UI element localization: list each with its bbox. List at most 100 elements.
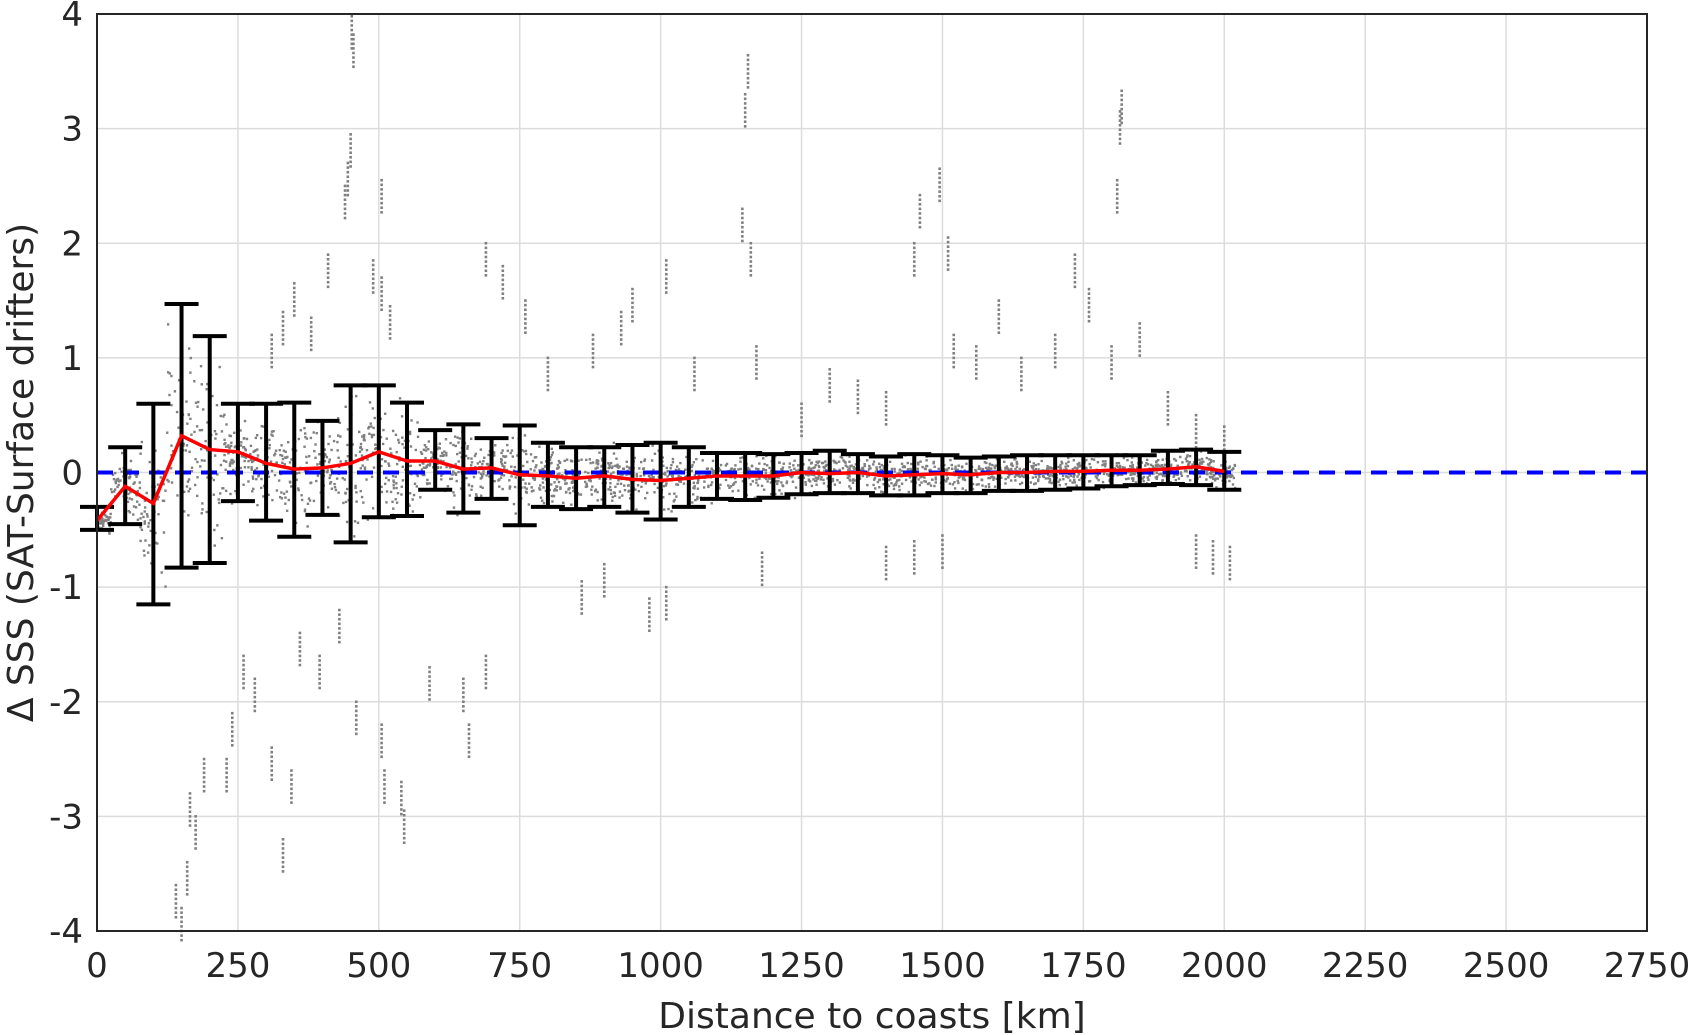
scatter-point [553,489,556,492]
outlier-point [326,271,330,275]
outlier-point [484,246,488,250]
scatter-point [283,463,286,466]
scatter-point [824,460,827,463]
scatter-point [325,455,328,459]
y-axis-label: Δ SSS (SAT-Surface drifters) [1,223,42,722]
scatter-point [890,482,893,485]
outlier-point [1228,545,1232,549]
scatter-point [873,476,877,480]
scatter-point [475,495,478,498]
scatter-point [1122,456,1126,460]
scatter-point [459,487,463,490]
scatter-point [753,496,757,500]
outlier-point [918,207,922,211]
plot-frame [96,13,1648,932]
scatter-point [979,467,982,470]
outlier-point [524,317,527,321]
outlier-point [619,342,623,346]
scatter-point [612,452,616,455]
scatter-point [418,463,422,467]
scatter-point [961,477,965,481]
scatter-point [140,512,143,515]
scatter-point [1157,458,1160,462]
outlier-point [1020,361,1023,364]
outlier-point [318,677,321,681]
outlier-point [1138,326,1142,330]
scatter-point [764,476,767,479]
outlier-point [388,314,392,317]
scatter-point [1060,462,1064,465]
scatter-point [342,501,345,505]
scatter-point [305,455,308,459]
scatter-point [470,464,473,467]
outlier-point [828,368,832,371]
scatter-point [1179,455,1182,459]
outlier-point [188,792,192,795]
scatter-point [103,514,107,517]
scatter-point [991,463,994,467]
outlier-point [974,377,978,380]
scatter-point [549,462,552,465]
scatter-point [1216,477,1219,480]
outlier-point [1228,564,1232,567]
scatter-point [1059,466,1062,469]
scatter-point [231,462,234,465]
scatter-point [1187,463,1190,466]
outlier-point [349,151,352,154]
scatter-point [848,475,851,478]
scatter-point [1142,475,1146,479]
scatter-point [270,430,274,433]
scatter-point [963,478,967,482]
outlier-point [1115,197,1119,200]
scatter-point [1073,466,1077,469]
outlier-point [383,782,386,786]
outlier-point [349,133,352,136]
scatter-point [1067,476,1070,479]
scatter-point [204,439,207,443]
scatter-point [303,508,307,511]
scatter-point [628,467,632,470]
scatter-point [634,488,637,491]
scatter-point [917,461,920,464]
scatter-point [618,496,621,499]
scatter-point [1103,464,1107,468]
x-tick-label: 2500 [1463,946,1550,986]
outlier-point [602,567,606,571]
outlier-point [281,860,285,864]
scatter-point [1040,459,1043,463]
scatter-point [126,500,130,504]
scatter-point [481,486,484,490]
outlier-point [693,361,696,364]
outlier-point [1110,363,1113,367]
scatter-point [882,467,886,470]
scatter-point [493,479,496,483]
scatter-point [420,468,424,471]
outlier-point [619,338,623,341]
scatter-point [593,489,597,493]
outlier-point [253,705,257,708]
outlier-point [1228,550,1232,553]
outlier-point [912,562,916,566]
scatter-point [1186,459,1189,463]
scatter-point [945,469,949,472]
outlier-point [997,308,1001,312]
scatter-point [387,478,390,482]
scatter-point [513,465,517,469]
scatter-point [256,454,260,457]
outlier-point [591,338,595,341]
scatter-point [893,467,896,471]
scatter-point [1126,458,1129,462]
outlier-point [380,192,383,196]
scatter-point [964,489,968,492]
scatter-point [872,463,875,466]
scatter-point [988,462,992,466]
scatter-point [383,412,387,415]
outlier-point [253,691,257,694]
y-tick-label: 4 [61,0,83,35]
outlier-point [1120,117,1123,120]
scatter-point [727,484,730,487]
scatter-point [900,462,904,465]
scatter-point [370,435,374,439]
outlier-point [230,721,234,724]
scatter-point [814,476,818,479]
